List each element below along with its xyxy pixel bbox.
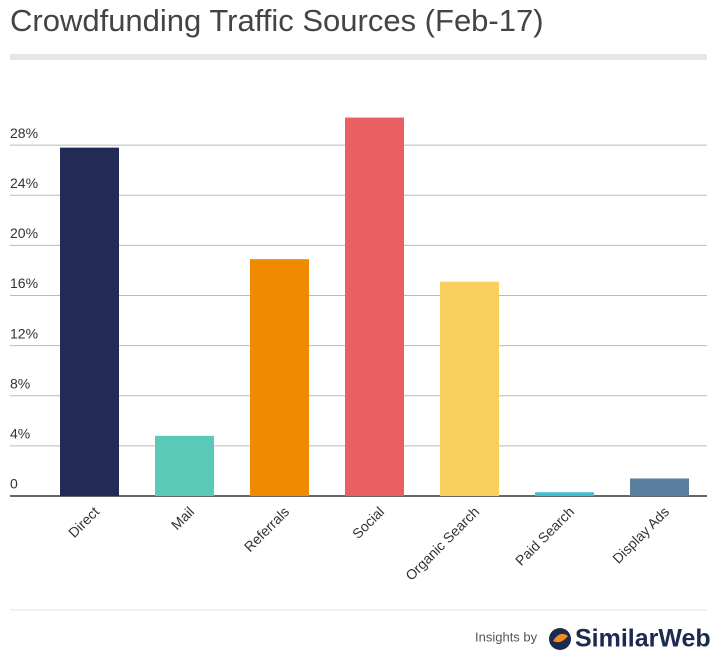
y-tick-label: 28% <box>10 125 38 141</box>
footer-prefix: Insights by <box>475 629 538 644</box>
x-tick-label: Paid Search <box>512 503 577 568</box>
y-tick-label: 24% <box>10 175 38 191</box>
chart-title: Crowdfunding Traffic Sources (Feb-17) <box>10 3 544 38</box>
bar <box>155 435 214 496</box>
y-tick-label: 0 <box>10 476 18 492</box>
bar <box>440 281 499 496</box>
y-tick-label: 20% <box>10 225 38 241</box>
x-tick-label: Social <box>349 503 387 541</box>
y-tick-label: 16% <box>10 275 38 291</box>
x-tick-label: Organic Search <box>402 503 482 583</box>
footer-brand: SimilarWeb <box>575 625 711 653</box>
x-tick-label: Mail <box>168 503 197 532</box>
logo-swoosh <box>553 633 568 643</box>
y-tick-label: 8% <box>10 375 30 391</box>
y-tick-label: 12% <box>10 325 38 341</box>
y-tick-label: 4% <box>10 426 30 442</box>
x-tick-label: Direct <box>65 503 102 540</box>
title-rule <box>10 54 707 60</box>
x-tick-label: Display Ads <box>609 503 672 566</box>
bar <box>535 492 594 496</box>
bar <box>630 478 689 496</box>
bar <box>60 147 119 496</box>
x-tick-label: Referrals <box>241 503 292 554</box>
bar <box>345 117 404 497</box>
bar <box>250 259 309 496</box>
